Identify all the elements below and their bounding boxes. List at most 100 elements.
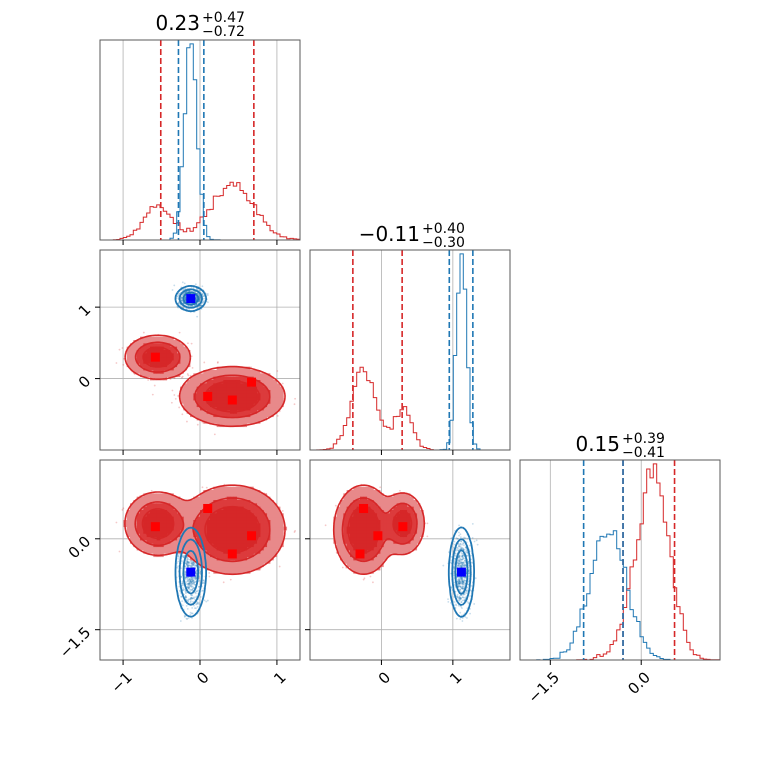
red-contour-fill-outer-cell [133, 536, 138, 541]
red-contour-fill-outer-cell [126, 530, 131, 534]
red-contour-fill-outer-cell [273, 536, 278, 541]
red-contour-fill-outer-cell [233, 490, 238, 494]
red-sample-point [173, 394, 176, 396]
red-contour-fill-outer-cell [230, 493, 234, 498]
red-sample-point [173, 377, 176, 380]
red-contour-fill-core-cell [250, 400, 254, 404]
red-contour-fill-outer-cell [196, 410, 201, 414]
red-contour-fill-outer-cell [153, 496, 158, 501]
red-contour-fill-core-cell [223, 396, 228, 401]
red-contour-fill-outer-cell [243, 420, 248, 424]
red-contour-fill-outer-cell [216, 563, 221, 568]
red-contour-fill-outer-cell [266, 550, 271, 554]
red-contour-fill-outer-cell [270, 543, 274, 548]
red-contour-fill-outer-cell [173, 543, 178, 548]
blue-sample-point [191, 607, 194, 609]
blue-sample-point [195, 603, 197, 606]
red-contour-fill-outer-cell [160, 546, 164, 551]
red-contour-fill-inner-cell [260, 393, 264, 398]
red-contour-fill-core-cell [216, 403, 221, 408]
blue-sample-point [189, 580, 191, 583]
red-contour-fill-outer-cell [203, 500, 208, 504]
red-contour-fill-outer-cell [253, 556, 258, 561]
red-contour-fill-outer-cell [276, 543, 281, 548]
red-sample-point [153, 384, 156, 387]
red-contour-fill-core-cell [233, 383, 238, 388]
red-sample-point [180, 376, 183, 379]
red-contour-fill-outer-cell [190, 410, 194, 414]
red-contour-fill-outer-cell [173, 340, 178, 344]
blue-sample-point [194, 283, 197, 286]
red-sample-point [186, 420, 188, 423]
red-sample-point [115, 521, 118, 524]
red-contour-fill-inner-cell [156, 343, 161, 348]
blue-sample-point [186, 561, 189, 564]
red-sample-point [203, 361, 206, 364]
red-contour-fill-outer-cell [266, 383, 271, 388]
red-contour-fill-outer-cell [233, 370, 238, 374]
blue-sample-point [206, 293, 209, 295]
red-contour-fill-outer-cell [166, 546, 171, 551]
red-contour-fill-outer-cell [273, 533, 278, 538]
red-sample-point [191, 366, 194, 369]
red-contour-fill-outer-cell [186, 533, 191, 538]
red-contour-fill-outer-cell [153, 336, 158, 341]
blue-sample-point [178, 293, 181, 295]
blue-sample-point [187, 617, 190, 619]
blue-sample-point [189, 577, 191, 580]
red-contour-fill-outer-cell [240, 566, 244, 571]
red-contour-fill-inner-cell [240, 376, 244, 381]
red-contour-fill-inner-cell [213, 410, 218, 414]
red-contour-fill-core-cell [233, 406, 238, 411]
blue-sample-point [180, 298, 182, 301]
red-square-marker [203, 391, 213, 401]
red-contour-fill-outer-cell [210, 496, 214, 501]
blue-sample-point [194, 304, 197, 307]
red-contour-fill-outer-cell [273, 546, 278, 551]
blue-sample-point [181, 604, 184, 607]
blue-sample-point [199, 297, 202, 299]
red-contour-fill-outer-cell [143, 500, 148, 504]
red-contour-fill-outer-cell [270, 523, 274, 528]
red-contour-fill-outer-cell [150, 550, 154, 554]
red-contour-fill-outer-cell [276, 393, 281, 398]
red-contour-fill-outer-cell [130, 516, 134, 521]
blue-sample-point [185, 604, 188, 607]
red-contour-fill-outer-cell [270, 540, 274, 544]
red-contour-fill-outer-cell [256, 413, 261, 418]
red-contour-fill-outer-cell [236, 493, 241, 498]
red-contour-fill-inner-cell [160, 343, 164, 348]
red-contour-fill-outer-cell [196, 496, 201, 501]
red-contour-fill-outer-cell [230, 570, 234, 574]
red-contour-fill-outer-cell [233, 493, 238, 498]
red-contour-fill-outer-cell [253, 373, 258, 378]
red-contour-fill-core-cell [226, 406, 231, 411]
red-contour-fill-inner-cell [196, 396, 201, 401]
red-contour-fill-outer-cell [190, 390, 194, 394]
red-contour-fill-outer-cell [246, 560, 251, 564]
red-contour-fill-core-cell [223, 386, 228, 391]
blue-sample-point [188, 561, 191, 564]
red-contour-fill-outer-cell [210, 370, 214, 374]
panel-3-title-plus: +0.39 [622, 431, 665, 447]
red-contour-fill-core-cell [240, 403, 244, 408]
red-sample-point [122, 507, 125, 510]
red-contour-fill-inner-cell [140, 533, 144, 538]
red-contour-fill-core-cell [243, 400, 248, 404]
red-sample-point [122, 363, 125, 366]
red-contour-fill-inner-cell [253, 406, 258, 411]
red-sample-point [186, 373, 189, 375]
panel-1-1 [310, 250, 510, 451]
red-contour-fill-outer-cell [270, 506, 274, 511]
blue-sample-point [195, 576, 198, 579]
red-contour-fill-outer-cell [176, 506, 181, 511]
blue-sample-point [183, 291, 186, 294]
red-contour-fill-outer-cell [273, 390, 278, 394]
red-contour-fill-outer-cell [276, 386, 281, 391]
red-contour-fill-outer-cell [273, 530, 278, 534]
red-contour-fill-outer-cell [223, 563, 228, 568]
red-contour-fill-outer-cell [220, 420, 224, 424]
red-contour-fill-outer-cell [150, 546, 154, 551]
red-contour-fill-outer-cell [176, 500, 181, 504]
